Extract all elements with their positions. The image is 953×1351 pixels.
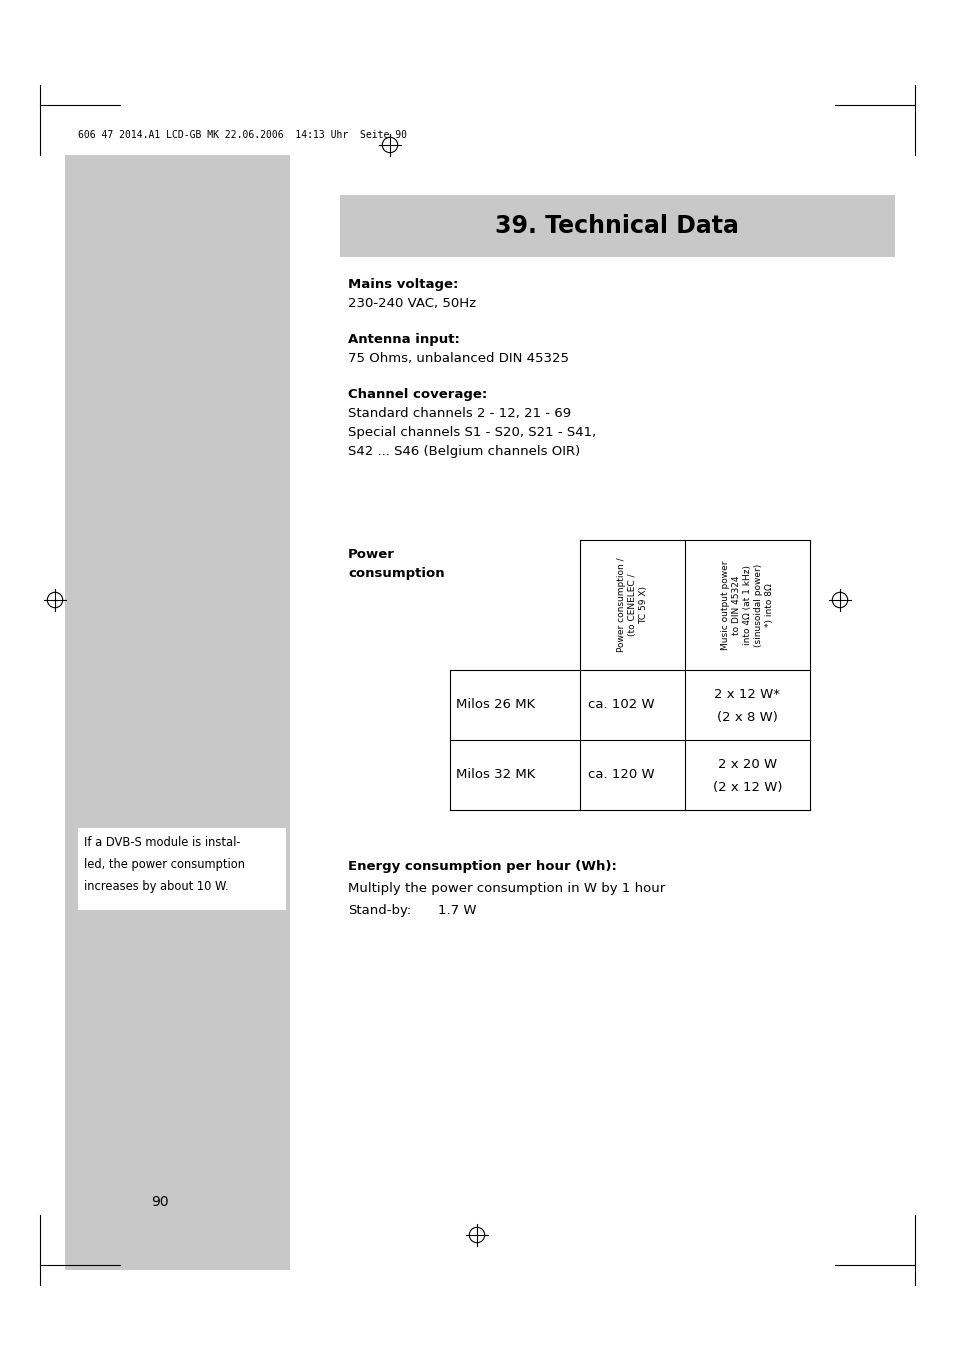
Text: (2 x 12 W): (2 x 12 W)	[712, 781, 781, 793]
Text: Power consumption /
(to CENELEC /
TC 59 X): Power consumption / (to CENELEC / TC 59 …	[617, 558, 647, 653]
Text: Standard channels 2 - 12, 21 - 69: Standard channels 2 - 12, 21 - 69	[348, 407, 571, 420]
Text: Stand-by:: Stand-by:	[348, 904, 411, 917]
Text: led, the power consumption: led, the power consumption	[84, 858, 245, 871]
Text: 90: 90	[151, 1196, 169, 1209]
Text: 230-240 VAC, 50Hz: 230-240 VAC, 50Hz	[348, 297, 476, 309]
Bar	[65, 155, 290, 1270]
Bar	[339, 195, 894, 257]
Text: consumption: consumption	[348, 567, 444, 580]
Text: Mains voltage:: Mains voltage:	[348, 278, 457, 290]
Text: Special channels S1 - S20, S21 - S41,: Special channels S1 - S20, S21 - S41,	[348, 426, 596, 439]
Text: Power: Power	[348, 549, 395, 561]
Text: Channel coverage:: Channel coverage:	[348, 388, 487, 401]
Text: Antenna input:: Antenna input:	[348, 332, 459, 346]
Text: increases by about 10 W.: increases by about 10 W.	[84, 880, 229, 893]
Text: Milos 32 MK: Milos 32 MK	[456, 769, 535, 781]
Text: (2 x 8 W): (2 x 8 W)	[717, 711, 777, 724]
Text: Multiply the power consumption in W by 1 hour: Multiply the power consumption in W by 1…	[348, 882, 664, 894]
Text: 1.7 W: 1.7 W	[437, 904, 476, 917]
Text: 2 x 20 W: 2 x 20 W	[718, 758, 777, 771]
Text: 39. Technical Data: 39. Technical Data	[495, 213, 739, 238]
Text: Energy consumption per hour (Wh):: Energy consumption per hour (Wh):	[348, 861, 617, 873]
Bar	[78, 828, 286, 911]
Text: ca. 102 W: ca. 102 W	[587, 698, 654, 712]
Text: Music output power
to DIN 45324
into 4Ω (at 1 kHz)
(sinusoidal power)
*) into 8Ω: Music output power to DIN 45324 into 4Ω …	[720, 561, 774, 650]
Text: ca. 120 W: ca. 120 W	[587, 769, 654, 781]
Text: If a DVB-S module is instal-: If a DVB-S module is instal-	[84, 836, 240, 848]
Text: 75 Ohms, unbalanced DIN 45325: 75 Ohms, unbalanced DIN 45325	[348, 353, 568, 365]
Text: 2 x 12 W*: 2 x 12 W*	[714, 689, 780, 701]
Text: Milos 26 MK: Milos 26 MK	[456, 698, 535, 712]
Text: S42 ... S46 (Belgium channels OIR): S42 ... S46 (Belgium channels OIR)	[348, 444, 579, 458]
Text: 606 47 2014.A1 LCD-GB MK 22.06.2006  14:13 Uhr  Seite 90: 606 47 2014.A1 LCD-GB MK 22.06.2006 14:1…	[78, 130, 407, 141]
